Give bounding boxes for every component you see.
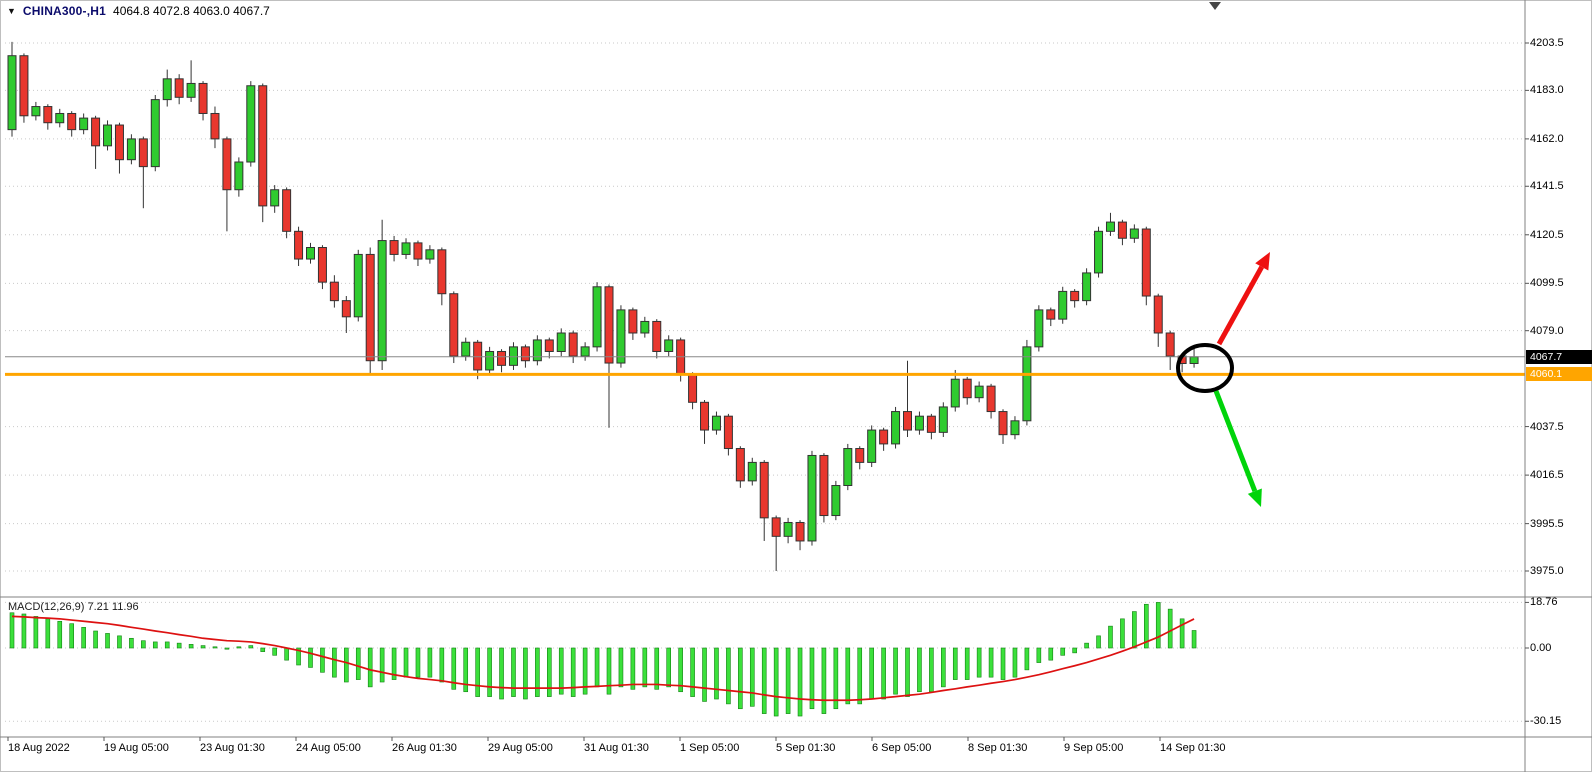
hline-price-tag: 4060.1 bbox=[1526, 367, 1592, 382]
price-tick-label: 4141.5 bbox=[1530, 180, 1564, 193]
bearish-arrow-annotation bbox=[1213, 390, 1262, 507]
time-tick-label: 6 Sep 05:00 bbox=[872, 742, 932, 754]
symbol-dropdown-icon[interactable]: ▼ bbox=[7, 6, 16, 16]
grid-lines bbox=[5, 42, 1525, 722]
chart-shift-marker[interactable] bbox=[1209, 2, 1221, 10]
annotations bbox=[1176, 252, 1270, 507]
macd-signal-line bbox=[11, 615, 1195, 702]
price-tick-label: 4079.0 bbox=[1530, 324, 1564, 337]
highlight-circle-annotation bbox=[1176, 343, 1234, 393]
price-axis: 4203.5 4183.0 4162.0 4141.5 4120.5 4099.5 4079… bbox=[1528, 0, 1592, 772]
time-tick-label: 31 Aug 01:30 bbox=[584, 742, 649, 754]
time-tick-label: 23 Aug 01:30 bbox=[200, 742, 265, 754]
time-tick-label: 9 Sep 05:00 bbox=[1064, 742, 1124, 754]
time-axis: 18 Aug 2022 19 Aug 05:00 23 Aug 01:30 24 Au… bbox=[0, 741, 1592, 761]
axis-ticks bbox=[7, 42, 1529, 741]
price-tick-label: 4183.0 bbox=[1530, 84, 1564, 97]
ohlc-values: 4064.8 4072.8 4063.0 4067.7 bbox=[113, 4, 270, 18]
time-tick-label: 1 Sep 05:00 bbox=[680, 742, 740, 754]
time-tick-label: 24 Aug 05:00 bbox=[296, 742, 361, 754]
price-tick-label: 4120.5 bbox=[1530, 228, 1564, 241]
time-tick-label: 5 Sep 01:30 bbox=[776, 742, 836, 754]
time-tick-label: 14 Sep 01:30 bbox=[1160, 742, 1226, 754]
time-tick-label: 19 Aug 05:00 bbox=[104, 742, 169, 754]
macd-tick-label: 0.00 bbox=[1530, 642, 1552, 654]
price-tick-label: 4099.5 bbox=[1530, 277, 1564, 290]
symbol-timeframe-label: CHINA300-,H1 bbox=[22, 4, 107, 18]
macd-tick-label: -30.15 bbox=[1530, 715, 1562, 728]
price-tick-label: 4203.5 bbox=[1530, 37, 1564, 49]
price-tick-label: 3975.0 bbox=[1530, 565, 1564, 577]
candles-layer bbox=[7, 41, 1199, 571]
price-tick-label: 4037.5 bbox=[1530, 420, 1564, 433]
price-tick-label: 4016.5 bbox=[1530, 469, 1564, 482]
current-price-tag: 4067.7 bbox=[1526, 349, 1592, 364]
macd-histogram bbox=[9, 602, 1197, 717]
price-tick-label: 4162.0 bbox=[1530, 132, 1564, 145]
time-tick-label: 18 Aug 2022 bbox=[8, 742, 70, 754]
chart-header: ▼ CHINA300-,H1 4064.8 4072.8 4063.0 4067… bbox=[7, 4, 270, 18]
macd-tick-label: 18.76 bbox=[1530, 596, 1558, 609]
time-tick-label: 26 Aug 01:30 bbox=[392, 742, 457, 754]
time-tick-label: 29 Aug 05:00 bbox=[488, 742, 553, 754]
bullish-arrow-annotation bbox=[1216, 252, 1270, 346]
time-tick-label: 8 Sep 01:30 bbox=[968, 742, 1028, 754]
price-tick-label: 3995.5 bbox=[1530, 517, 1564, 530]
macd-indicator-label: MACD(12,26,9) 7.21 11.96 bbox=[8, 601, 139, 613]
